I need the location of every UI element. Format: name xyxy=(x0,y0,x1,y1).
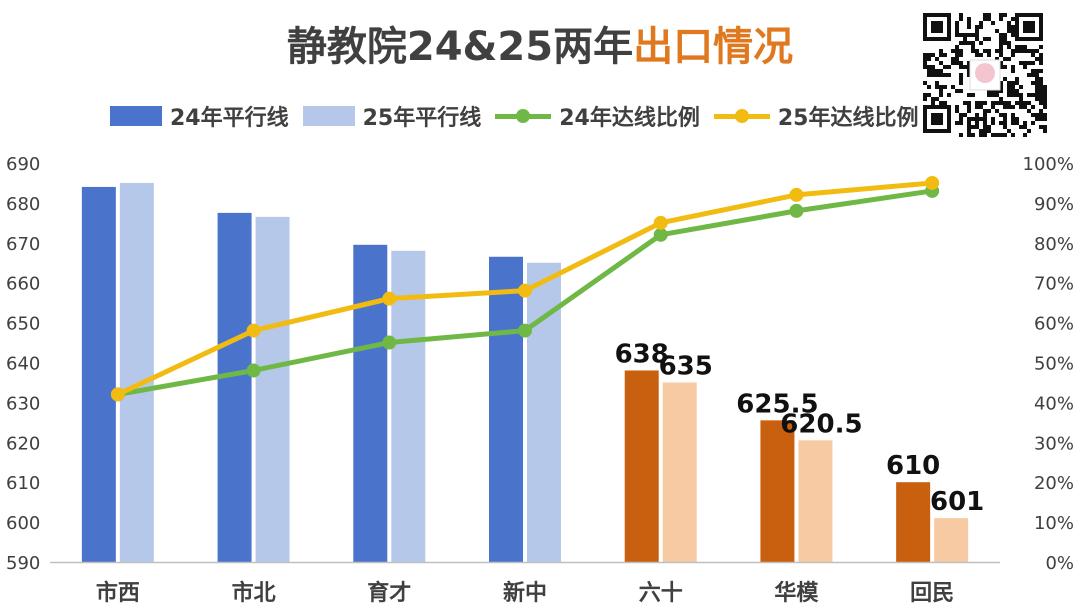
y-right-tick-label: 50% xyxy=(1034,354,1074,375)
point-24-ratio xyxy=(653,227,668,242)
qr-code-icon xyxy=(920,10,1050,138)
bar-25 xyxy=(662,382,697,562)
x-tick-label: 市西 xyxy=(96,580,140,606)
x-tick-label: 回民 xyxy=(910,581,954,606)
y-right-tick-label: 100% xyxy=(1023,154,1074,175)
legend-label: 25年达线比例 xyxy=(777,106,919,131)
y-left-tick-label: 640 xyxy=(6,354,40,375)
bar-24 xyxy=(896,482,931,562)
y-right-tick-label: 90% xyxy=(1034,194,1074,215)
bar-25 xyxy=(527,262,561,562)
point-24-ratio xyxy=(382,335,397,350)
point-25-ratio xyxy=(246,323,261,338)
legend-item-25-ratio: 25年达线比例 xyxy=(713,100,919,132)
bar-24 xyxy=(489,256,523,562)
point-24-ratio xyxy=(518,323,532,338)
bar-24 xyxy=(217,212,252,562)
data-label: 601 xyxy=(930,487,984,517)
bar-24 xyxy=(624,370,659,562)
y-right-tick-label: 60% xyxy=(1034,314,1074,335)
legend-label: 25年平行线 xyxy=(362,106,482,131)
bar-25 xyxy=(255,216,290,563)
y-right-tick-label: 80% xyxy=(1034,234,1074,255)
title-highlight: 出口情况 xyxy=(633,24,794,70)
bar-24 xyxy=(353,244,388,563)
y-right-tick-label: 10% xyxy=(1034,513,1074,534)
bar-25 xyxy=(119,182,154,562)
data-label: 638 xyxy=(615,339,669,369)
point-25-ratio xyxy=(382,291,397,306)
point-25-ratio xyxy=(110,387,125,402)
legend-swatch xyxy=(302,106,355,126)
bar-24 xyxy=(81,186,116,562)
point-25-ratio xyxy=(518,283,532,298)
point-24-ratio xyxy=(789,203,804,218)
data-label: 625.5 xyxy=(736,389,818,419)
data-label: 635 xyxy=(659,351,713,381)
legend-swatch xyxy=(110,106,162,126)
x-tick-label: 市北 xyxy=(232,580,276,606)
data-label: 610 xyxy=(886,451,940,481)
y-left-tick-label: 620 xyxy=(6,433,40,454)
title-main: 静教院24&25两年 xyxy=(286,24,634,70)
x-tick-label: 六十 xyxy=(639,581,683,606)
legend-label: 24年达线比例 xyxy=(559,106,700,131)
chart-title: 静教院24&25两年出口情况 xyxy=(0,14,1080,72)
x-tick-label: 华模 xyxy=(774,580,819,606)
legend-item-24-ratio: 24年达线比例 xyxy=(495,100,700,132)
y-left-tick-label: 630 xyxy=(6,393,40,414)
y-right-tick-label: 20% xyxy=(1034,473,1074,494)
y-right-tick-label: 30% xyxy=(1034,433,1074,454)
data-label: 620.5 xyxy=(780,409,862,439)
y-left-tick-label: 680 xyxy=(6,194,40,215)
point-25-ratio xyxy=(925,175,940,190)
legend-swatch xyxy=(495,106,552,126)
y-left-tick-label: 660 xyxy=(6,274,40,295)
legend-swatch xyxy=(713,106,770,126)
point-24-ratio xyxy=(246,363,261,378)
y-left-tick-label: 600 xyxy=(6,513,40,534)
bar-25 xyxy=(391,250,426,562)
legend-label: 24年平行线 xyxy=(170,106,289,131)
y-right-tick-label: 70% xyxy=(1034,274,1074,295)
y-right-tick-label: 40% xyxy=(1034,393,1074,414)
x-tick-label: 育才 xyxy=(367,580,411,606)
bar-24 xyxy=(760,420,795,562)
legend-item-24-line: 24年平行线 xyxy=(110,100,289,132)
y-left-tick-label: 610 xyxy=(6,473,40,494)
point-25-ratio xyxy=(789,187,804,202)
bar-25 xyxy=(798,440,833,562)
y-right-tick-label: 0% xyxy=(1045,553,1074,574)
x-tick-label: 新中 xyxy=(503,580,547,606)
y-left-tick-label: 690 xyxy=(6,154,40,175)
legend: 24年平行线 25年平行线 24年达线比例 25年达线比例 xyxy=(110,98,919,134)
legend-item-25-line: 25年平行线 xyxy=(302,100,482,132)
y-left-tick-label: 650 xyxy=(6,314,40,335)
point-25-ratio xyxy=(653,215,668,230)
y-left-tick-label: 670 xyxy=(6,234,40,255)
bar-25 xyxy=(934,518,969,562)
y-left-tick-label: 590 xyxy=(6,553,40,574)
